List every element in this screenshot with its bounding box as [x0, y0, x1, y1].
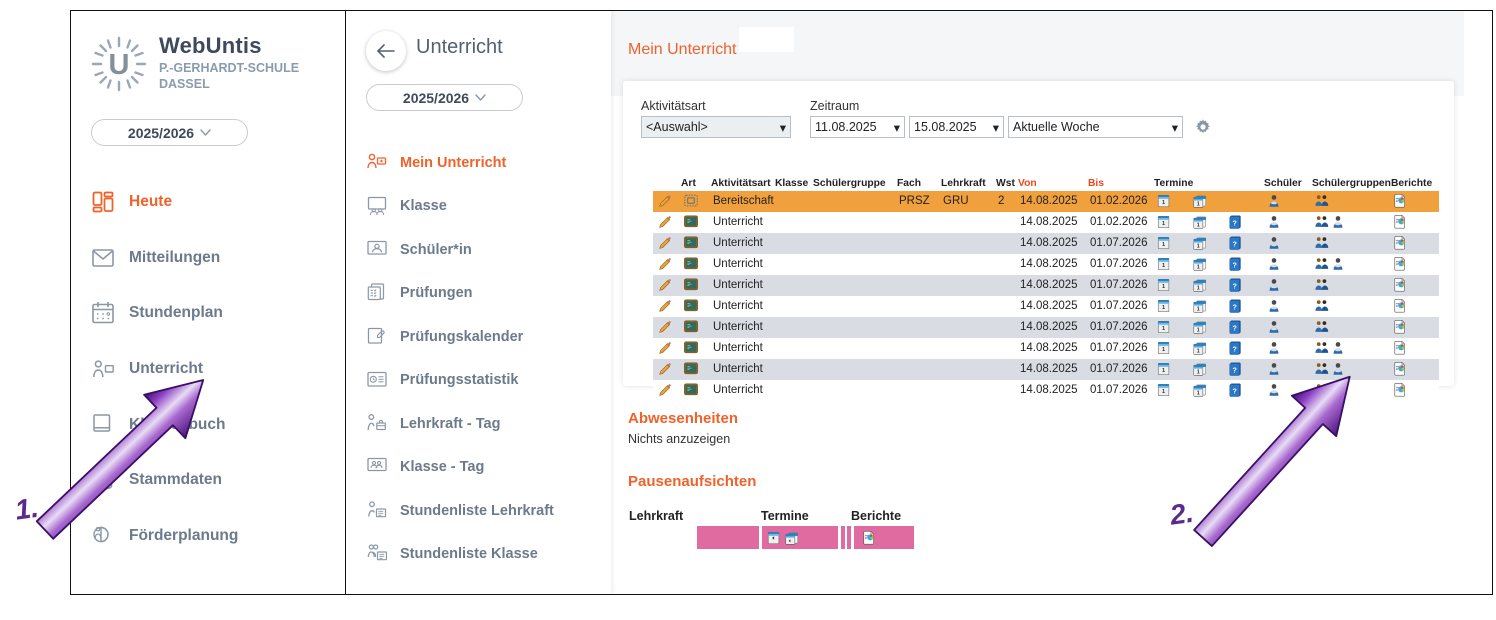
- svg-text:?: ?: [1232, 261, 1236, 269]
- svg-text:?: ?: [1232, 219, 1236, 227]
- svg-text:1: 1: [1162, 221, 1165, 227]
- svg-text:1: 1: [1197, 201, 1200, 207]
- svg-text:1: 1: [1197, 327, 1200, 333]
- svg-text:?: ?: [1232, 282, 1236, 290]
- svg-text:1: 1: [1197, 264, 1200, 270]
- svg-text:U: U: [109, 49, 130, 81]
- svg-text:1: 1: [1162, 305, 1165, 311]
- svg-text:1: 1: [1197, 243, 1200, 249]
- svg-text:?: ?: [1232, 366, 1236, 374]
- svg-text:1: 1: [1197, 369, 1200, 375]
- svg-text:1: 1: [1162, 389, 1165, 395]
- svg-text:1: 1: [1197, 348, 1200, 354]
- svg-text:?: ?: [1232, 345, 1236, 353]
- svg-text:1: 1: [1162, 200, 1165, 206]
- svg-text:1: 1: [1162, 347, 1165, 353]
- svg-text:1: 1: [1197, 222, 1200, 228]
- svg-text:1: 1: [1197, 285, 1200, 291]
- svg-text:1: 1: [1197, 306, 1200, 312]
- svg-text:1: 1: [1162, 368, 1165, 374]
- svg-text:1: 1: [1197, 390, 1200, 396]
- svg-text:1: 1: [1162, 326, 1165, 332]
- svg-text:?: ?: [1232, 303, 1236, 311]
- svg-text:?: ?: [1232, 387, 1236, 395]
- svg-text:1: 1: [1162, 263, 1165, 269]
- svg-text:1: 1: [1162, 242, 1165, 248]
- svg-text:?: ?: [1232, 324, 1236, 332]
- svg-text:?: ?: [1232, 240, 1236, 248]
- svg-text:1: 1: [1162, 284, 1165, 290]
